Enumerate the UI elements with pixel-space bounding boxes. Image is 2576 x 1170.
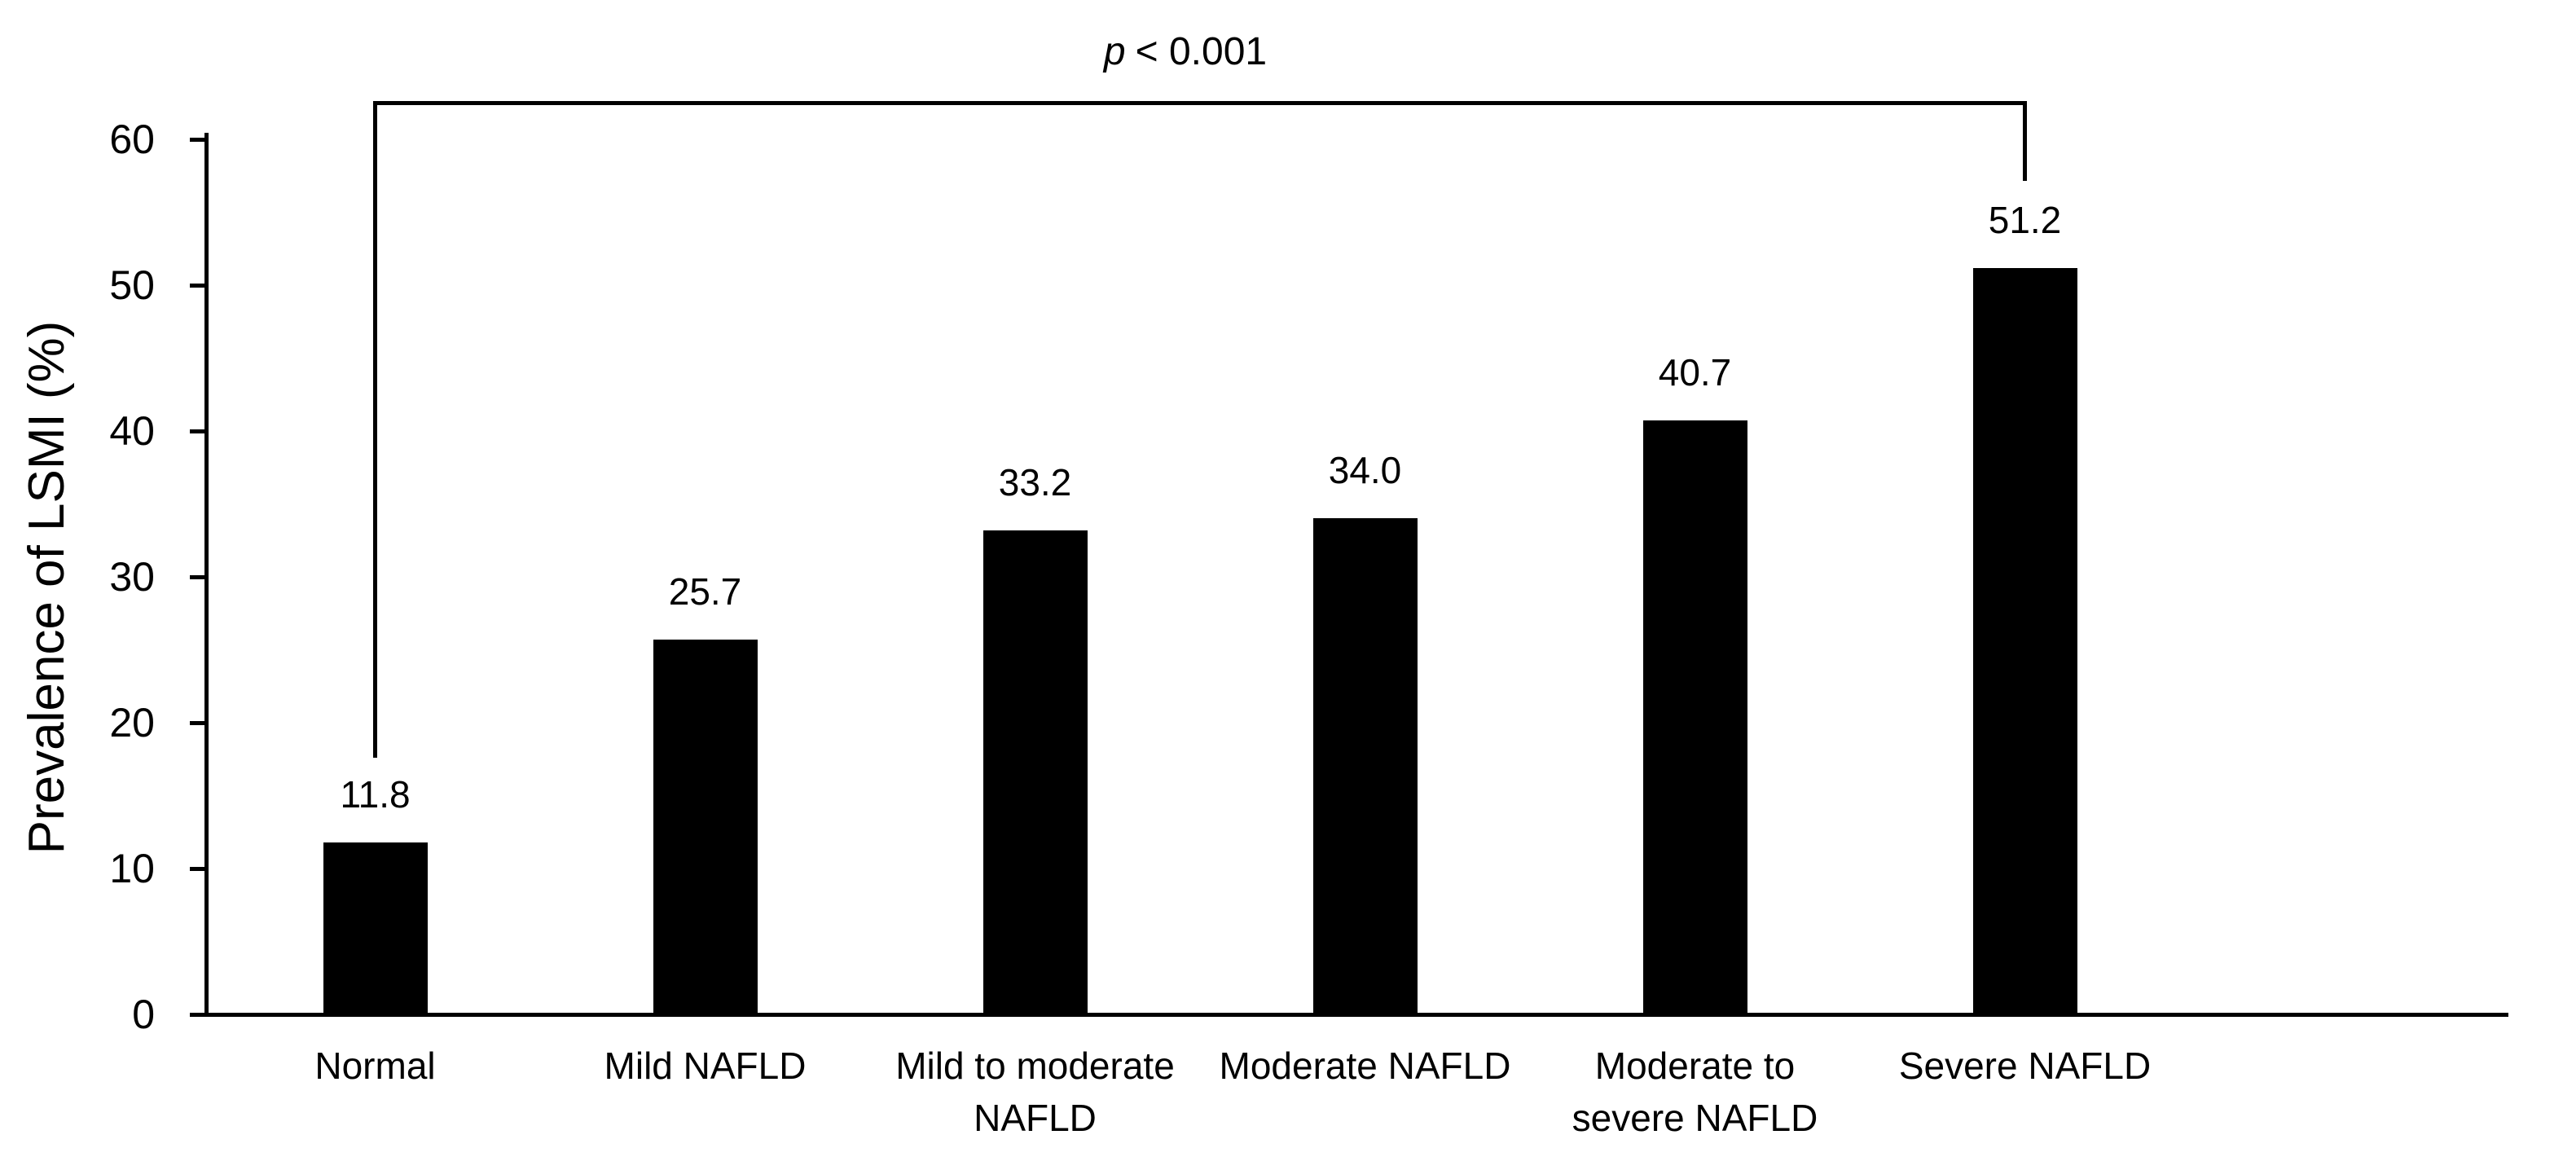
category-label-severe-nafld: Severe NAFLD [1898,1045,2152,1087]
value-label-moderate-to-severe-nafld: 40.7 [1658,351,1732,394]
category-label-mild-nafld: Mild NAFLD [604,1045,807,1087]
p-value-label: p < 0.001 [859,27,1511,77]
category-label-moderate-to-severe-nafld: Moderate to severe NAFLD [1572,1045,1818,1139]
y-tick-0 [190,1012,209,1017]
bar-moderate-nafld [1312,518,1418,1014]
y-tick-label-0: 0 [132,992,155,1037]
bar-mild-nafld [653,639,758,1014]
bracket-left-line [373,101,377,758]
category-label-normal: Normal [314,1045,436,1087]
value-label-normal: 11.8 [340,772,411,816]
p-value-comparison: < 0.001 [1135,30,1268,73]
category-label-mild-to-moderate-nafld: Mild to moderate NAFLD [895,1045,1175,1139]
bracket-top-line [373,101,2027,105]
y-tick-50 [190,283,209,288]
y-tick-label-30: 30 [109,554,155,600]
category-label-moderate-nafld: Moderate NAFLD [1219,1045,1511,1087]
y-tick-20 [190,720,209,725]
value-label-moderate-nafld: 34.0 [1328,449,1402,492]
bar-normal [323,842,428,1014]
y-tick-40 [190,429,209,433]
bracket-right-line [2023,101,2027,181]
y-tick-label-60: 60 [109,117,155,162]
value-label-mild-to-moderate-nafld: 33.2 [998,460,1072,504]
y-tick-label-10: 10 [109,846,155,891]
bar-moderate-to-severe-nafld [1642,420,1747,1014]
bar-severe-nafld [1972,267,2077,1014]
y-tick-label-50: 50 [109,262,155,308]
p-value-symbol: p [1103,30,1126,73]
y-tick-30 [190,574,209,579]
y-tick-10 [190,866,209,871]
x-axis-line [204,1013,2508,1017]
bar-mild-to-moderate-nafld [982,530,1088,1014]
y-tick-label-40: 40 [109,408,155,454]
y-tick-60 [190,137,209,142]
y-tick-label-20: 20 [109,700,155,746]
value-label-mild-nafld: 25.7 [668,570,742,613]
value-label-severe-nafld: 51.2 [1988,198,2062,241]
